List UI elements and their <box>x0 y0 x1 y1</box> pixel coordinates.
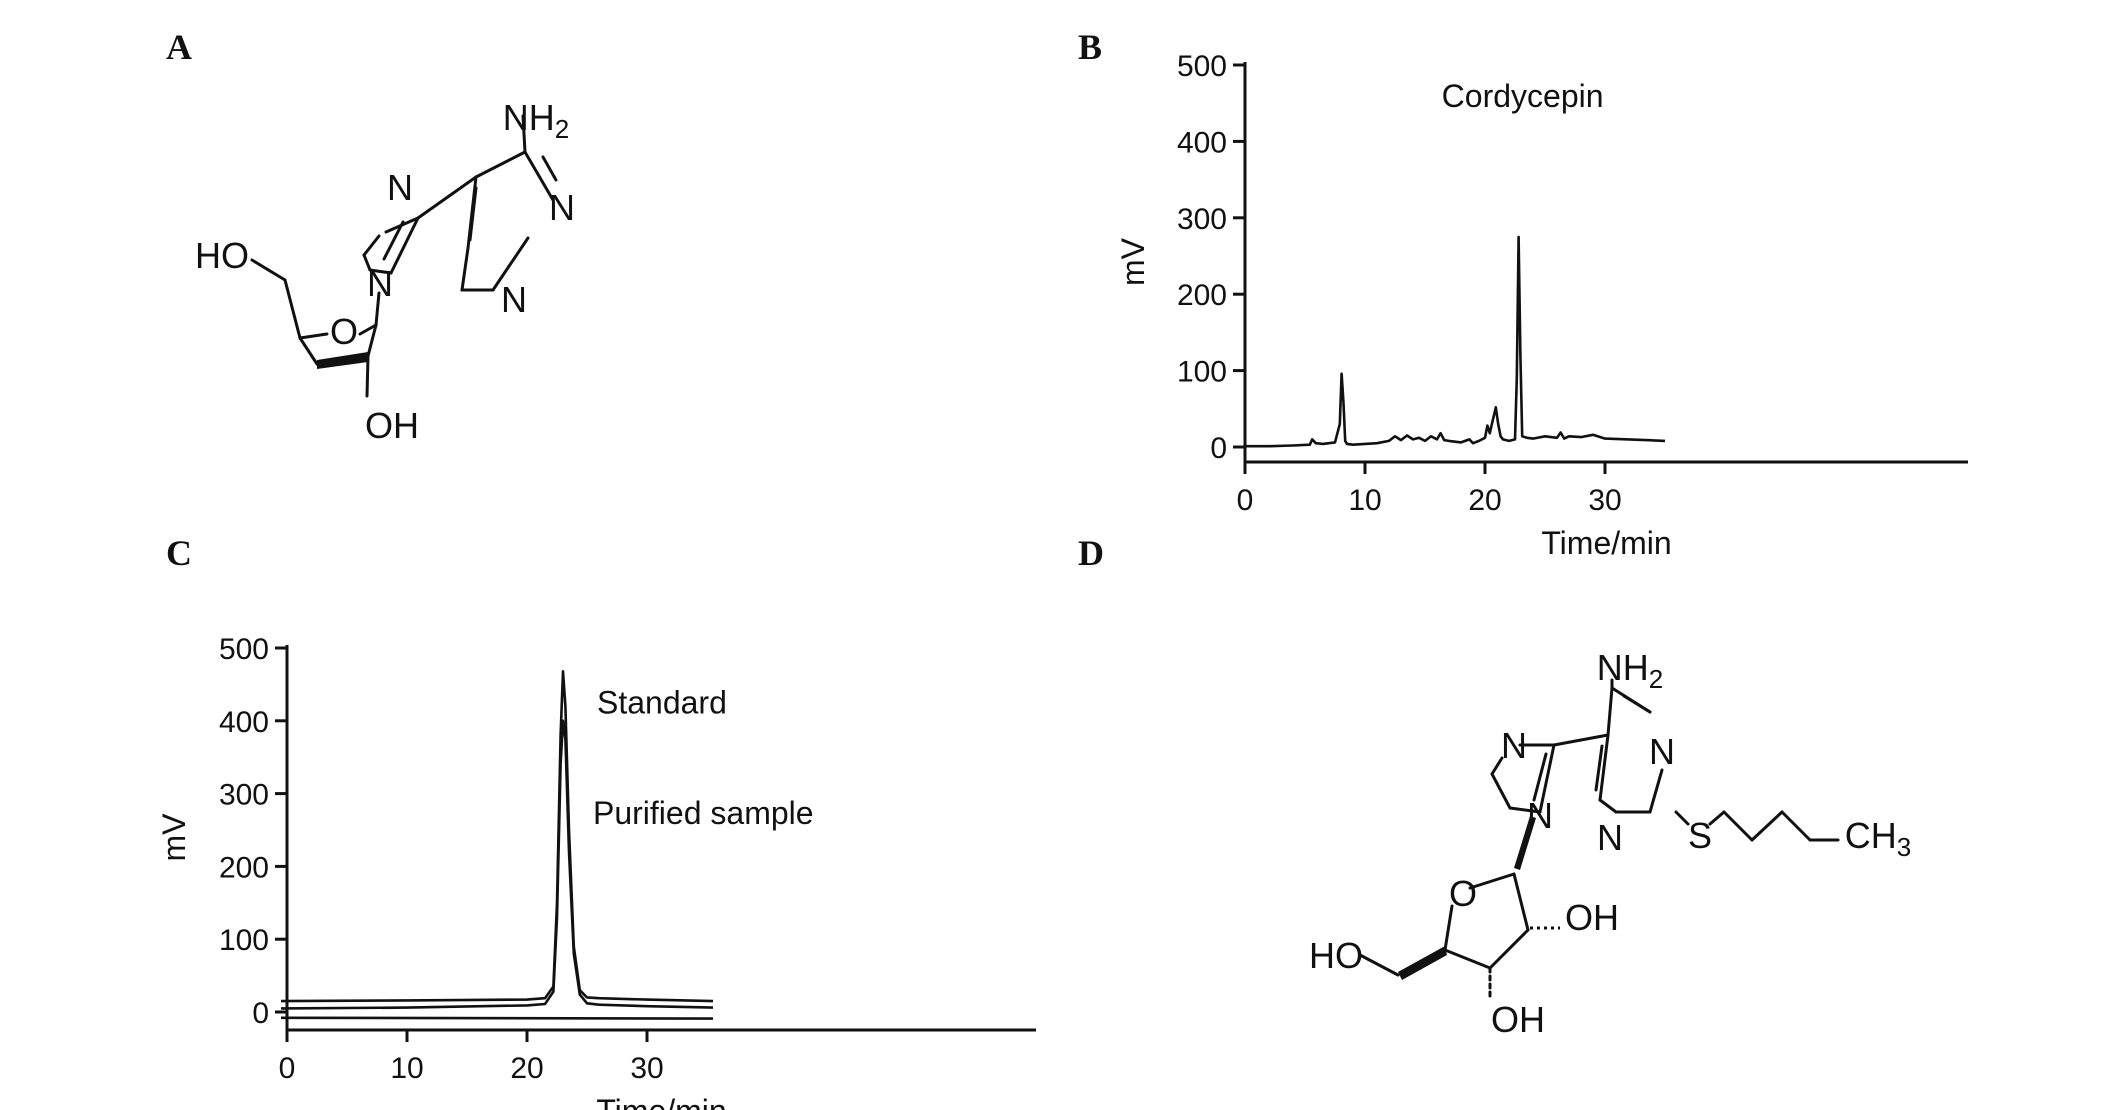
chart-c-x-tick-label: 0 <box>279 1052 296 1085</box>
chart-b-annotation: Cordycepin <box>1442 78 1604 114</box>
chart-c-y-tick-label: 500 <box>219 633 269 666</box>
panel-label-a: A <box>166 27 192 67</box>
chart-b-x-axis-label: Time/min <box>1541 525 1671 561</box>
molecule-d-ho-label: HO <box>1309 935 1363 976</box>
molecule-d-n1-label: N <box>1649 731 1675 772</box>
chart-b-x-tick-label: 20 <box>1468 484 1501 517</box>
chart-c-x-tick-label: 30 <box>630 1052 663 1085</box>
chart-c-y-tick-label: 200 <box>219 851 269 884</box>
molecule-d-oh2-label: OH <box>1565 897 1619 938</box>
chart-b-y-tick-label: 100 <box>1177 356 1227 389</box>
chart-b-x-tick-label: 10 <box>1348 484 1381 517</box>
chart-b-y-tick-label: 200 <box>1177 279 1227 312</box>
chart-b-y-tick-label: 0 <box>1210 432 1227 465</box>
chart-b-x-tick-label: 30 <box>1588 484 1621 517</box>
molecule-a-ho-label: HO <box>195 235 249 276</box>
panel-label-c: C <box>166 533 192 573</box>
molecule-d-ring-o-label: O <box>1449 873 1477 914</box>
chart-b-y-tick-label: 300 <box>1177 203 1227 236</box>
chart-c-series-line <box>280 670 714 1003</box>
chart-b-y-axis-label: mV <box>1115 237 1151 286</box>
chart-b-series-line <box>1245 235 1666 448</box>
chart-b-y-tick-label: 400 <box>1177 126 1227 159</box>
molecule-d-n7-label: N <box>1501 725 1527 766</box>
molecule-a-n1-label: N <box>549 187 575 228</box>
chart-c-series-line <box>280 719 714 1010</box>
molecule-a-ring-o-label: O <box>330 311 358 352</box>
chart-c-y-tick-label: 300 <box>219 779 269 812</box>
chart-c-y-tick-label: 400 <box>219 706 269 739</box>
molecule-d-ch3-label: CH3 <box>1845 815 1911 862</box>
chart-c-x-tick-label: 20 <box>510 1052 543 1085</box>
molecule-a-n9-label: N <box>367 263 393 304</box>
panel-label-b: B <box>1078 27 1103 67</box>
chart-c-y-tick-label: 0 <box>252 997 269 1030</box>
molecule-a-nh2-label: NH2 <box>503 97 569 144</box>
molecule-a-n3-label: N <box>501 279 527 320</box>
chart-c-series-line <box>280 1016 714 1020</box>
molecule-d-nh2-label: NH2 <box>1597 647 1663 694</box>
molecule-d-s-label: S <box>1688 815 1712 856</box>
chart-c-y-axis-label: mV <box>156 813 192 862</box>
molecule-d-n9-label: N <box>1527 795 1553 836</box>
chart-c-annotation: Purified sample <box>593 795 814 831</box>
molecule-a-oh-label: OH <box>365 405 419 446</box>
chart-b-x-tick-label: 0 <box>1237 484 1254 517</box>
chart-c-x-tick-label: 10 <box>390 1052 423 1085</box>
chart-c-y-tick-label: 100 <box>219 924 269 957</box>
chart-c-x-axis-label: Time/min <box>596 1093 726 1110</box>
panel-label-d: D <box>1078 533 1104 573</box>
chart-b-y-tick-label: 500 <box>1177 50 1227 83</box>
chart-c-annotation: Standard <box>597 684 727 720</box>
molecule-d-oh3-label: OH <box>1491 999 1545 1040</box>
molecule-d-n3-label: N <box>1597 817 1623 858</box>
molecule-a-n7-label: N <box>387 167 413 208</box>
